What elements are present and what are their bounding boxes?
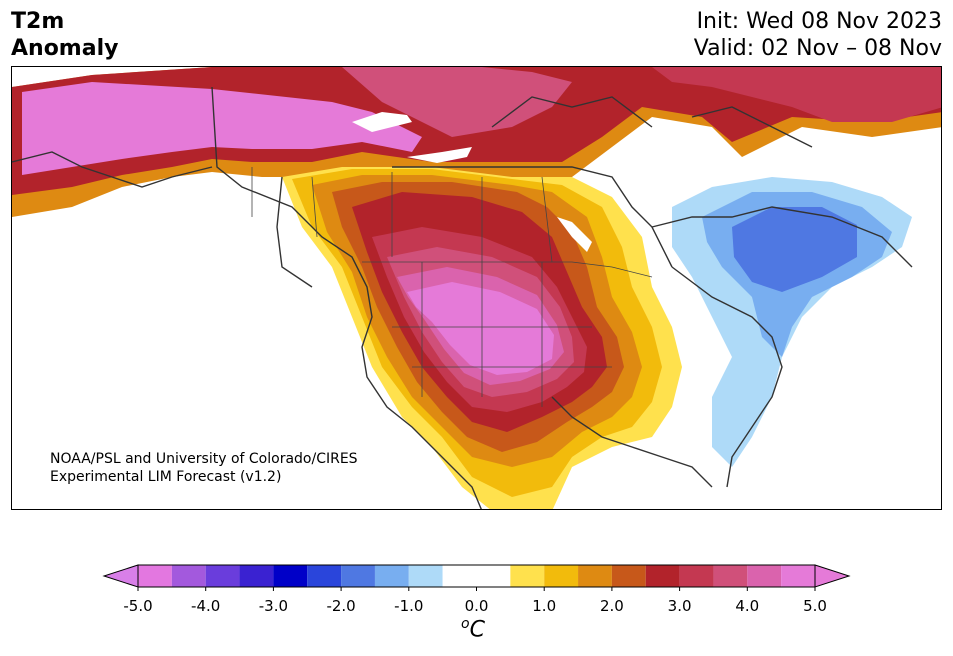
colorbar-cell (510, 565, 545, 587)
colorbar-tick-label: -2.0 (326, 597, 356, 615)
colorbar-cell (645, 565, 680, 587)
forecast-dates: Init: Wed 08 Nov 2023 Valid: 02 Nov – 08… (694, 8, 942, 62)
colorbar-cell (679, 565, 714, 587)
credit-text: NOAA/PSL and University of Colorado/CIRE… (50, 450, 358, 486)
title-line-2: Anomaly (11, 36, 119, 61)
colorbar-tick-label: -1.0 (394, 597, 424, 615)
colorbar-tick-label: -4.0 (191, 597, 221, 615)
colorbar-over-arrow (814, 564, 851, 588)
init-date: Init: Wed 08 Nov 2023 (696, 9, 942, 34)
credit-line-2: Experimental LIM Forecast (v1.2) (50, 469, 282, 485)
lake-great-slave (407, 147, 472, 163)
colorbar-cell (205, 565, 240, 587)
credit-line-1: NOAA/PSL and University of Colorado/CIRE… (50, 451, 358, 467)
colorbar-tick-label: 2.0 (599, 597, 624, 615)
colorbar-cell (611, 565, 646, 587)
colorbar-tick-label: -3.0 (258, 597, 289, 615)
lake-winnipeg (557, 217, 592, 252)
warm-region-magenta (407, 282, 554, 375)
colorbar-tick-label: -5.0 (123, 597, 153, 615)
colorbar-unit: oC (461, 616, 485, 642)
political-borders (251, 167, 653, 407)
colorbar-cell (442, 565, 511, 587)
colorbar-cell (239, 565, 274, 587)
warm-region-greenland (652, 67, 941, 122)
colorbar-cell (171, 565, 206, 587)
warm-region-arctic-pink (342, 67, 572, 137)
colorbar-cell (544, 565, 579, 587)
colorbar-cell (578, 565, 612, 587)
colorbar-under-arrow (102, 564, 139, 588)
colorbar-cell (713, 565, 748, 587)
map-canvas (12, 67, 941, 509)
title-line-1: T2m (11, 9, 65, 34)
anomaly-map: NOAA/PSL and University of Colorado/CIRE… (11, 66, 942, 510)
colorbar-tick-label: 4.0 (735, 597, 760, 615)
warm-region-arctic-magenta (22, 82, 422, 175)
colorbar-ticks (137, 587, 816, 591)
colorbar-cell (747, 565, 782, 587)
valid-date: Valid: 02 Nov – 08 Nov (693, 36, 942, 61)
colorbar-cell (781, 565, 815, 587)
colorbar-tick-label: 0.0 (464, 597, 489, 615)
colorbar-tick-label: 5.0 (803, 597, 827, 615)
colorbar-cell (341, 565, 375, 587)
colorbar-cell (273, 565, 308, 587)
colorbar-cell (307, 565, 342, 587)
cool-region-blue (732, 207, 857, 292)
lake-great-bear (352, 112, 412, 132)
colorbar-cell (374, 565, 409, 587)
colorbar-cell (138, 565, 172, 587)
colorbar-tick-label: 1.0 (532, 597, 557, 615)
map-title: T2m Anomaly (11, 8, 118, 62)
coastlines (12, 86, 913, 509)
colorbar-tick-label: 3.0 (667, 597, 692, 615)
colorbar (102, 564, 851, 591)
unit-letter: C (469, 617, 485, 643)
colorbar-cell (408, 565, 443, 587)
colorbar-cells (138, 565, 815, 587)
unit-degree-symbol: o (461, 616, 470, 632)
